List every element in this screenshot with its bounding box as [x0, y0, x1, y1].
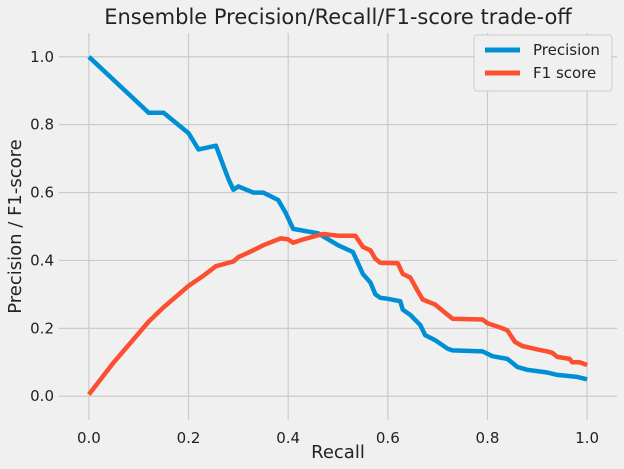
x-tick-label: 0.6: [376, 429, 400, 447]
grid: [59, 33, 617, 420]
x-tick-label: 0.0: [77, 429, 101, 447]
series-line-precision: [87, 55, 588, 382]
y-axis-ticks: 0.0 0.2 0.4 0.6 0.8 1.0: [30, 48, 54, 405]
x-tick-label: 0.4: [276, 429, 300, 447]
series-lines: [87, 55, 588, 396]
y-tick-label: 0.6: [30, 184, 54, 202]
x-tick-label: 0.2: [177, 429, 201, 447]
y-tick-label: 1.0: [30, 48, 54, 66]
y-tick-label: 0.0: [30, 387, 54, 405]
y-axis-label: Precision / F1-score: [5, 139, 26, 314]
y-tick-label: 0.8: [30, 116, 54, 134]
legend-label-f1-score: F1 score: [533, 64, 596, 82]
x-axis-ticks: 0.0 0.2 0.4 0.6 0.8 1.0: [77, 429, 599, 447]
legend: Precision F1 score: [473, 34, 613, 92]
x-tick-label: 1.0: [575, 429, 599, 447]
x-axis-label: Recall: [311, 442, 365, 463]
series-line-f1-score: [87, 231, 588, 396]
y-tick-label: 0.2: [30, 319, 54, 337]
chart-title: Ensemble Precision/Recall/F1-score trade…: [104, 5, 572, 29]
legend-label-precision: Precision: [533, 41, 600, 59]
y-tick-label: 0.4: [30, 251, 54, 269]
x-tick-label: 0.8: [476, 429, 500, 447]
